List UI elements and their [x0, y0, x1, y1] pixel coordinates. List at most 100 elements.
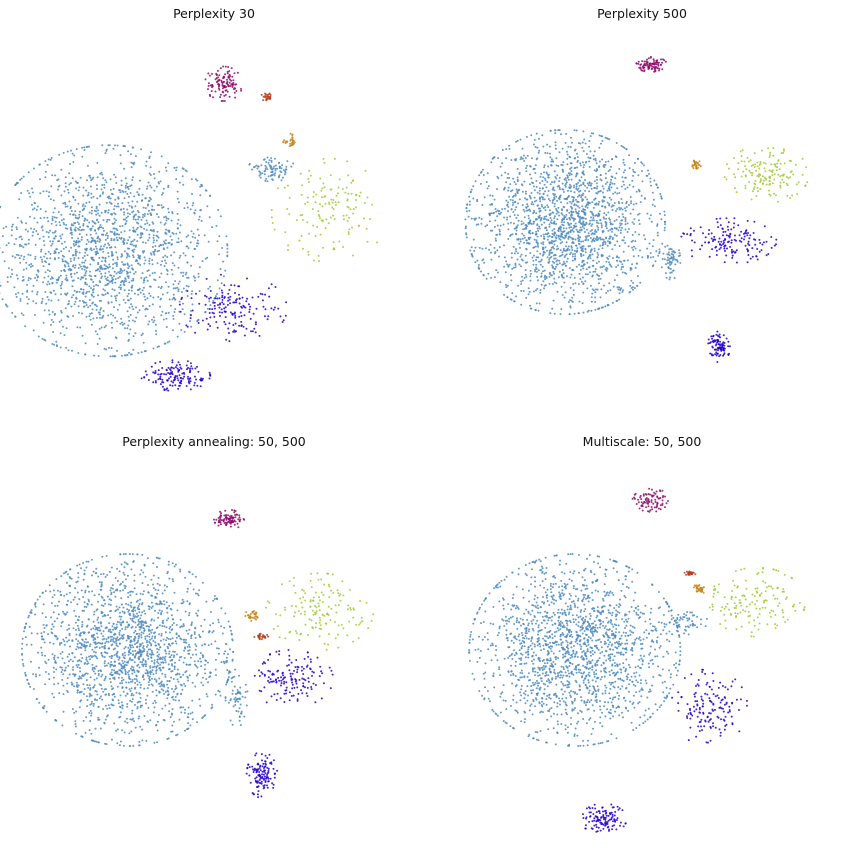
data-point [570, 190, 572, 193]
data-point [39, 208, 42, 210]
data-point [516, 178, 519, 181]
data-point [219, 273, 222, 276]
data-point [158, 345, 160, 348]
data-point [221, 291, 224, 294]
data-point [660, 58, 662, 61]
data-point [119, 286, 122, 289]
data-point [726, 225, 729, 228]
data-point [131, 268, 134, 271]
data-point [589, 245, 591, 247]
data-point [720, 349, 723, 352]
data-point [96, 197, 99, 200]
data-point [639, 66, 642, 69]
data-point [743, 235, 746, 238]
data-point [191, 255, 194, 258]
data-point [753, 220, 756, 223]
data-point [511, 267, 514, 270]
data-point [536, 250, 539, 253]
data-point [593, 180, 596, 183]
data-point [580, 194, 583, 197]
data-point [209, 374, 212, 377]
data-point [516, 224, 519, 227]
data-point [505, 148, 508, 151]
data-point [49, 291, 52, 294]
data-point [208, 74, 211, 77]
data-point [38, 237, 41, 240]
data-point [506, 263, 509, 266]
data-point [84, 205, 87, 208]
data-point [621, 263, 624, 266]
data-point [61, 242, 63, 245]
data-point [125, 182, 128, 185]
data-point [537, 151, 540, 154]
data-point [785, 182, 788, 185]
data-point [163, 242, 166, 245]
data-point [226, 90, 229, 93]
data-point [60, 575, 63, 578]
data-point [54, 257, 56, 260]
data-point [330, 198, 333, 201]
data-point [126, 272, 129, 275]
data-point [308, 169, 311, 172]
data-point [127, 276, 130, 279]
data-point [248, 311, 251, 313]
data-point [761, 243, 764, 246]
data-point [546, 204, 549, 207]
data-point [556, 290, 559, 293]
data-point [19, 178, 22, 181]
data-point [149, 285, 152, 288]
data-point [221, 298, 224, 301]
data-point [193, 384, 196, 387]
data-point [124, 186, 127, 189]
data-point [707, 233, 710, 235]
data-point [164, 166, 167, 169]
data-point [613, 182, 616, 185]
data-point [130, 303, 133, 306]
data-point [196, 228, 199, 231]
data-point [569, 236, 572, 239]
data-point [332, 248, 335, 251]
data-point [170, 254, 173, 257]
data-point [110, 239, 113, 242]
data-point [725, 234, 728, 237]
data-point [35, 675, 38, 678]
data-point [578, 184, 581, 187]
data-point [172, 367, 175, 370]
data-point [577, 231, 580, 233]
data-point [369, 218, 372, 220]
data-point [66, 227, 69, 230]
data-point [622, 145, 624, 148]
data-point [593, 169, 596, 172]
data-point [26, 283, 29, 286]
data-point [592, 217, 595, 219]
data-point [86, 238, 89, 241]
data-point [618, 192, 621, 194]
data-point [578, 229, 581, 232]
data-point [565, 241, 568, 244]
data-point [337, 201, 340, 204]
data-point [338, 240, 341, 243]
data-point [224, 323, 227, 326]
data-point [348, 228, 351, 231]
data-point [165, 228, 168, 231]
data-point [581, 261, 584, 264]
data-point [307, 181, 310, 183]
data-point [220, 289, 223, 292]
data-point [205, 189, 208, 192]
data-point [104, 272, 107, 275]
data-point [663, 210, 666, 213]
data-point [558, 188, 561, 191]
data-point [497, 177, 500, 180]
data-point [628, 184, 631, 186]
data-point [653, 60, 655, 62]
data-point [658, 248, 661, 251]
data-point [249, 305, 252, 308]
data-point [157, 216, 160, 218]
data-point [168, 230, 171, 233]
data-point [174, 366, 177, 369]
data-point [230, 284, 233, 287]
data-point [498, 228, 501, 231]
data-point [519, 246, 521, 249]
data-point [131, 617, 134, 620]
data-point [701, 244, 703, 247]
